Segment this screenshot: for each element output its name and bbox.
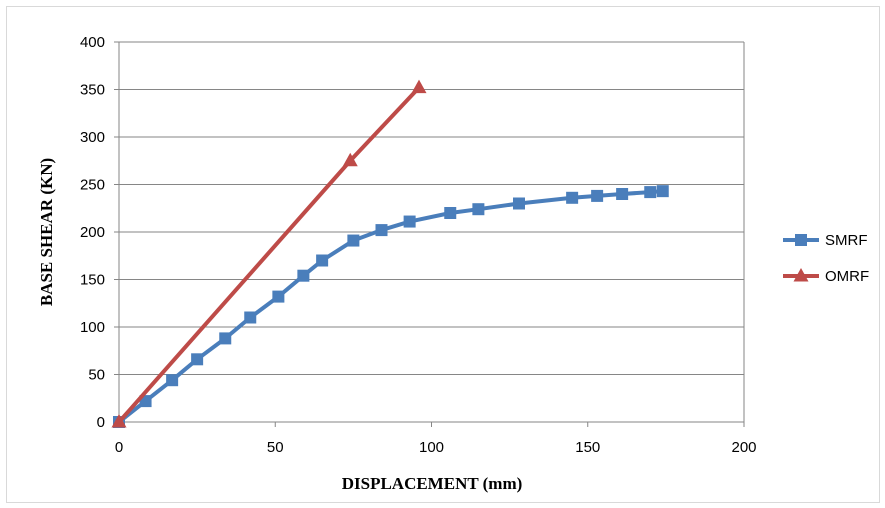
y-tick-label: 300	[80, 129, 105, 146]
data-point-smrf	[403, 215, 416, 228]
y-tick-label: 100	[80, 319, 105, 336]
data-point-smrf	[347, 234, 360, 247]
data-point-smrf	[316, 254, 329, 267]
legend-marker-smrf	[795, 234, 807, 246]
axes	[114, 41, 745, 427]
data-point-smrf	[166, 374, 179, 387]
data-point-smrf	[444, 207, 457, 219]
series	[111, 79, 669, 428]
series-line-omrf	[117, 86, 421, 424]
y-tick-label: 0	[97, 414, 105, 431]
x-tick-label: 0	[115, 439, 123, 456]
data-point-omrf	[342, 152, 358, 167]
x-tick-label: 50	[267, 439, 284, 456]
data-point-smrf	[472, 203, 485, 216]
legend: SMRF OMRF	[783, 232, 869, 285]
data-point-omrf	[411, 79, 427, 94]
legend-item-smrf: SMRF	[783, 232, 868, 249]
chart-frame	[6, 6, 880, 503]
data-point-smrf	[566, 191, 579, 204]
data-point-smrf	[272, 290, 285, 303]
data-point-smrf	[219, 332, 232, 345]
y-tick-label: 400	[80, 34, 105, 51]
series-omrf	[111, 79, 427, 428]
y-axis-title: BASE SHEAR (KN)	[37, 158, 56, 306]
series-smrf	[113, 185, 669, 428]
data-point-smrf	[297, 269, 310, 282]
data-point-omrf	[111, 414, 127, 428]
gridlines	[119, 41, 744, 375]
x-tick-label: 100	[419, 439, 444, 456]
data-point-smrf	[375, 224, 388, 237]
x-tick-label: 200	[731, 439, 756, 456]
series-line-smrf	[117, 189, 663, 424]
data-point-smrf	[616, 188, 629, 200]
data-point-smrf	[244, 311, 257, 324]
x-axis-title: DISPLACEMENT (mm)	[342, 474, 523, 493]
y-tick-label: 200	[80, 224, 105, 241]
data-point-smrf	[513, 197, 525, 210]
tick-labels: 0 50 100 150 200 250 300 350 400 0 50 100 150 200	[80, 34, 757, 456]
legend-marker-omrf	[793, 268, 809, 282]
data-point-smrf	[656, 185, 669, 198]
legend-label-smrf: SMRF	[825, 232, 868, 249]
x-tick-label: 150	[575, 439, 600, 456]
y-tick-label: 350	[80, 82, 105, 99]
data-point-smrf	[644, 186, 657, 199]
y-tick-label: 250	[80, 177, 105, 194]
y-tick-label: 150	[80, 272, 105, 289]
legend-label-omrf: OMRF	[825, 268, 869, 285]
data-point-smrf	[591, 189, 604, 202]
y-tick-label: 50	[88, 367, 105, 384]
legend-item-omrf: OMRF	[783, 268, 869, 285]
data-point-smrf	[191, 353, 204, 366]
